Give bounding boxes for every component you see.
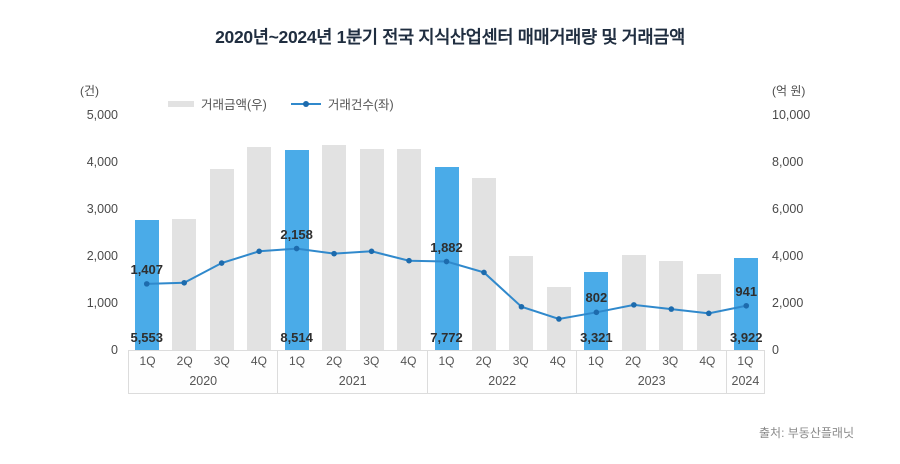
quarter-label: 4Q bbox=[549, 354, 566, 368]
bar-value-label: 3,922 bbox=[729, 330, 763, 345]
year-label: 2022 bbox=[488, 374, 517, 388]
quarter-label: 2Q bbox=[326, 354, 343, 368]
line-value-label: 2,158 bbox=[280, 226, 313, 242]
line-marker bbox=[481, 269, 487, 276]
y-tick-label: 4,000 bbox=[772, 249, 804, 263]
line-value-label: 1,407 bbox=[130, 261, 164, 277]
quarter-label: 1Q bbox=[737, 354, 754, 368]
line-value-label: 802 bbox=[585, 290, 608, 306]
line-value-label: 941 bbox=[735, 283, 758, 299]
year-label: 2023 bbox=[637, 374, 666, 388]
amount-bar bbox=[247, 146, 272, 350]
quarter-label: 3Q bbox=[213, 354, 230, 368]
x-axis: 1Q 2Q 3Q 4Q 2020 1Q 2Q 3Q 4Q 2021 1Q 2Q 3Q 4Q 2022 1Q 2Q… bbox=[128, 350, 765, 394]
line-marker bbox=[293, 245, 300, 252]
legend-amount-label: 거래금액(우) bbox=[201, 98, 267, 112]
line-marker bbox=[218, 260, 225, 266]
amount-bar bbox=[397, 149, 422, 350]
bar-value-label: 3,321 bbox=[580, 330, 613, 345]
amount-bar bbox=[434, 167, 459, 350]
quarter-label: 1Q bbox=[438, 354, 455, 368]
quarter-label: 1Q bbox=[139, 354, 156, 368]
line-marker bbox=[518, 303, 525, 310]
x-axis-group-2021: 1Q 2Q 3Q 4Q 2021 bbox=[277, 351, 426, 393]
count-line-chart bbox=[143, 245, 750, 322]
bar-value-label: 5,553 bbox=[130, 330, 164, 345]
line-swatch-icon bbox=[290, 100, 321, 107]
legend-count-label: 거래건수(좌) bbox=[327, 98, 394, 112]
line-marker bbox=[256, 248, 262, 255]
line-marker bbox=[181, 279, 188, 286]
quarter-label: 4Q bbox=[699, 354, 716, 368]
left-axis-ticks: 5,000 4,000 3,000 2,000 1,000 0 bbox=[58, 108, 118, 357]
y-tick-label: 4,000 bbox=[86, 155, 118, 169]
line-marker-icon bbox=[302, 100, 309, 107]
y-tick-label: 0 bbox=[772, 343, 779, 357]
quarter-row: 1Q 2Q 3Q 4Q bbox=[428, 351, 576, 371]
y-tick-label: 6,000 bbox=[772, 202, 804, 216]
quarter-label: 1Q bbox=[289, 354, 306, 368]
y-tick-label: 3,000 bbox=[86, 202, 118, 216]
line-value-label: 1,882 bbox=[430, 239, 463, 255]
quarter-label: 4Q bbox=[250, 354, 267, 368]
amount-bar bbox=[471, 178, 496, 350]
line-marker bbox=[668, 306, 675, 312]
bar-value-label: 7,772 bbox=[430, 330, 463, 345]
line-marker bbox=[705, 310, 712, 317]
right-axis-unit: (억 원) bbox=[772, 84, 806, 98]
x-axis-group-2022: 1Q 2Q 3Q 4Q 2022 bbox=[426, 351, 576, 393]
line-marker bbox=[368, 248, 375, 255]
y-tick-label: 1,000 bbox=[86, 296, 118, 310]
quarter-row: 1Q 2Q 3Q 4Q bbox=[278, 351, 426, 371]
quarter-label: 4Q bbox=[400, 354, 417, 368]
y-tick-label: 8,000 bbox=[772, 155, 804, 169]
x-axis-group-2020: 1Q 2Q 3Q 4Q 2020 bbox=[129, 351, 277, 393]
legend: 거래금액(우) 거래건수(좌) bbox=[168, 94, 394, 113]
line-marker bbox=[443, 258, 450, 265]
source-caption: 출처: 부동산플래닛 bbox=[759, 426, 854, 440]
y-tick-label: 2,000 bbox=[772, 296, 804, 310]
quarter-label: 1Q bbox=[587, 354, 604, 368]
legend-item-amount: 거래금액(우) bbox=[168, 94, 267, 113]
left-axis-unit: (건) bbox=[80, 84, 100, 98]
year-label: 2024 bbox=[731, 374, 760, 388]
quarter-label: 3Q bbox=[512, 354, 529, 368]
line-marker bbox=[743, 302, 750, 309]
line-marker bbox=[631, 302, 637, 308]
plot-area: 5,553 8,514 7,772 3,321 3,922 1,407 2,158 1,882… bbox=[128, 115, 765, 350]
year-label: 2021 bbox=[338, 374, 367, 388]
amount-bar bbox=[659, 261, 684, 350]
quarter-label: 2Q bbox=[176, 354, 193, 368]
quarter-row: 1Q 2Q 3Q 4Q bbox=[129, 351, 277, 371]
x-axis-group-2023: 1Q 2Q 3Q 4Q 2023 bbox=[576, 351, 725, 393]
right-axis-ticks: 10,000 8,000 6,000 4,000 2,000 0 bbox=[772, 108, 834, 357]
quarter-row: 1Q bbox=[727, 351, 764, 371]
line-marker bbox=[406, 257, 412, 264]
amount-bar bbox=[322, 144, 347, 350]
line-marker bbox=[556, 316, 562, 322]
quarter-label: 3Q bbox=[662, 354, 679, 368]
bar-value-label: 8,514 bbox=[280, 330, 313, 345]
line-marker bbox=[593, 309, 600, 316]
line-marker bbox=[331, 250, 337, 257]
chart-title: 2020년~2024년 1분기 전국 지식산업센터 매매거래량 및 거래금액 bbox=[215, 27, 685, 47]
line-marker bbox=[143, 281, 150, 287]
y-tick-label: 5,000 bbox=[86, 108, 118, 122]
x-axis-group-2024: 1Q 2024 bbox=[725, 351, 764, 393]
legend-item-count: 거래건수(좌) bbox=[290, 94, 394, 113]
quarter-label: 3Q bbox=[363, 354, 380, 368]
y-tick-label: 10,000 bbox=[772, 108, 811, 122]
year-label: 2020 bbox=[189, 374, 218, 388]
y-tick-label: 2,000 bbox=[86, 249, 118, 263]
bar-swatch-icon bbox=[168, 100, 194, 107]
amount-bar bbox=[509, 256, 534, 350]
y-tick-label: 0 bbox=[111, 343, 118, 357]
quarter-label: 2Q bbox=[475, 354, 492, 368]
quarter-label: 2Q bbox=[625, 354, 642, 368]
quarter-row: 1Q 2Q 3Q 4Q bbox=[577, 351, 725, 371]
